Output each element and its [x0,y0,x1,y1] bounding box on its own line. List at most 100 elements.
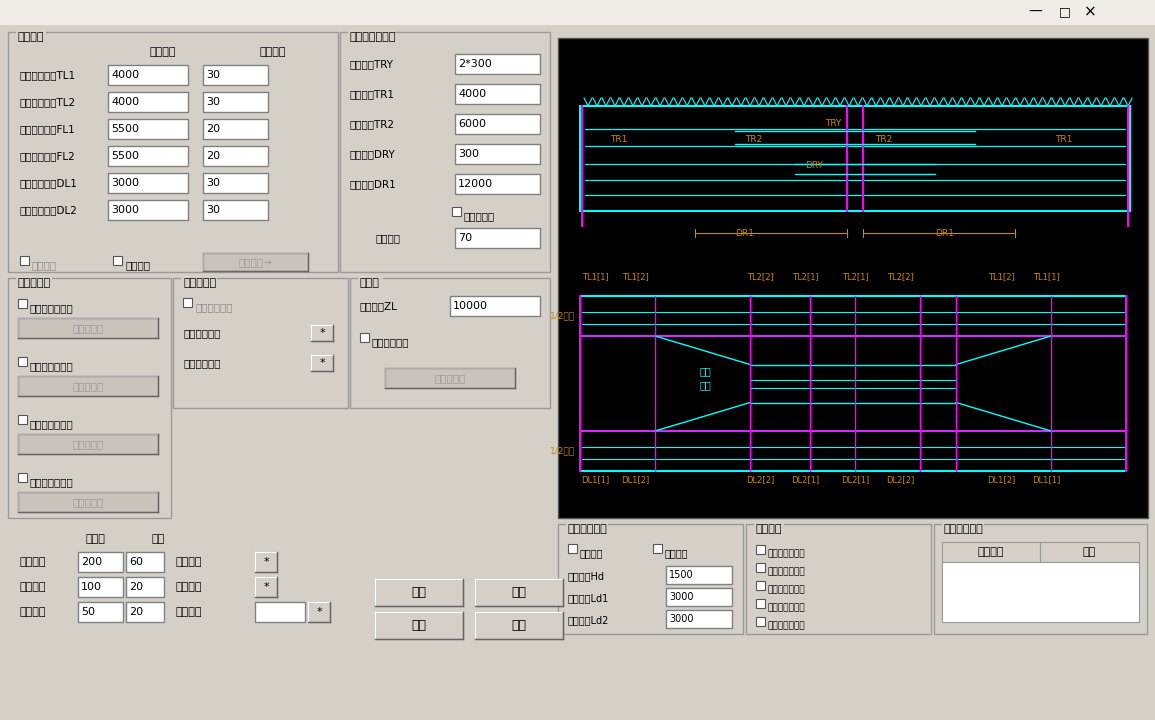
Bar [580,106,1130,211]
Text: 平面标注道路线: 平面标注道路线 [768,621,806,630]
Text: 纵向位置: 纵向位置 [978,547,1004,557]
Text: 30: 30 [206,205,219,215]
Text: 1/2底宽: 1/2底宽 [550,446,575,456]
Text: 横梁整体设定: 横梁整体设定 [944,524,984,534]
Text: 1/2顶宽: 1/2顶宽 [550,312,575,320]
Text: ×: × [1083,5,1096,20]
Text: 断面: 断面 [151,534,165,544]
Text: 打开: 打开 [411,619,426,632]
Text: 边墩纵肋TR1: 边墩纵肋TR1 [350,89,395,99]
Text: TL2[2]: TL2[2] [746,272,774,281]
Text: DRY: DRY [805,161,822,171]
Text: 底板中墩加厚DL2: 底板中墩加厚DL2 [20,205,77,215]
Text: *: * [263,557,269,567]
Bar [375,612,463,639]
Bar [109,92,188,112]
Bar [666,610,732,628]
Text: 腹板边墩加厚FL1: 腹板边墩加厚FL1 [20,125,76,135]
Bar [20,256,29,265]
Text: 4000: 4000 [459,89,486,99]
Bar [934,524,1147,634]
Text: 总图比例: 总图比例 [20,557,46,567]
Text: 60: 60 [129,557,143,567]
Text: TR1: TR1 [610,135,627,143]
Bar [455,114,541,134]
Bar [942,542,1139,562]
Bar [18,492,158,512]
Text: 详细输入→: 详细输入→ [239,257,273,267]
Bar [746,524,931,634]
Text: 左端变高: 左端变高 [580,548,604,558]
Text: TRY: TRY [825,120,841,128]
Bar [79,577,122,597]
Bar [757,545,765,554]
Text: 顶板: 顶板 [700,366,711,377]
Text: DL2[1]: DL2[1] [791,475,819,484]
Text: 2*300: 2*300 [459,59,492,69]
Text: 100: 100 [81,582,102,592]
Text: 自由尺寸: 自由尺寸 [125,260,150,270]
Text: 纵向加劲肋: 纵向加劲肋 [73,381,104,391]
Text: 水平加劲肋布置: 水平加劲肋布置 [350,32,396,42]
Bar [16,277,52,289]
Text: 3000: 3000 [111,205,139,215]
Bar [475,579,562,606]
Text: 断面位置: 断面位置 [176,607,201,617]
Text: 3000: 3000 [669,614,693,624]
Bar [452,207,461,216]
Bar [203,92,268,112]
Text: 横向加劲肋: 横向加劲肋 [73,323,104,333]
Bar [18,299,27,308]
Bar [375,579,463,606]
Text: 300: 300 [459,149,479,159]
Bar [79,602,122,622]
Bar [757,581,765,590]
Text: 加劲肋平面: 加劲肋平面 [73,439,104,449]
Text: 过焊孔: 过焊孔 [360,278,380,288]
Bar [203,146,268,166]
Text: *: * [319,328,325,338]
Bar [311,355,333,371]
Text: TR1: TR1 [1055,135,1072,143]
Text: DR1: DR1 [936,228,954,238]
Text: —: — [1028,5,1042,19]
Bar [126,577,164,597]
Bar [126,602,164,622]
Bar [255,602,305,622]
Text: 加厚长度: 加厚长度 [150,47,177,57]
Text: 底板: 底板 [700,380,711,390]
Bar [942,523,984,535]
Bar [350,278,550,408]
Bar [455,144,541,164]
Bar [340,32,550,272]
Bar [754,523,784,535]
Bar [666,566,732,584]
Text: *: * [263,582,269,592]
Text: TL1[2]: TL1[2] [988,272,1014,281]
Text: 4000: 4000 [111,97,139,107]
Bar [308,602,330,622]
Bar [666,588,732,606]
Text: *: * [316,607,322,617]
Bar [109,200,188,220]
Text: 30: 30 [206,178,219,188]
Text: 端部高度减小: 端部高度减小 [568,524,608,534]
Bar [450,296,541,316]
Text: 自定义过焊孔: 自定义过焊孔 [372,337,410,347]
Text: 绘制横梁: 绘制横梁 [176,582,201,592]
Bar [348,31,395,43]
Bar [18,434,158,454]
Text: 底板加劲肋线: 底板加劲肋线 [182,358,221,368]
Text: 50: 50 [81,607,95,617]
Text: TL1[1]: TL1[1] [1033,272,1059,281]
Bar [455,54,541,74]
Text: DL2[2]: DL2[2] [746,475,774,484]
Text: 30: 30 [206,97,219,107]
Bar [8,278,171,518]
Text: 顶板中墩加厚TL2: 顶板中墩加厚TL2 [20,97,76,107]
Bar [580,431,1126,471]
Text: DL2[2]: DL2[2] [886,475,914,484]
Text: 截断间隔: 截断间隔 [375,233,400,243]
Bar [203,200,268,220]
Text: DR1: DR1 [736,228,754,238]
